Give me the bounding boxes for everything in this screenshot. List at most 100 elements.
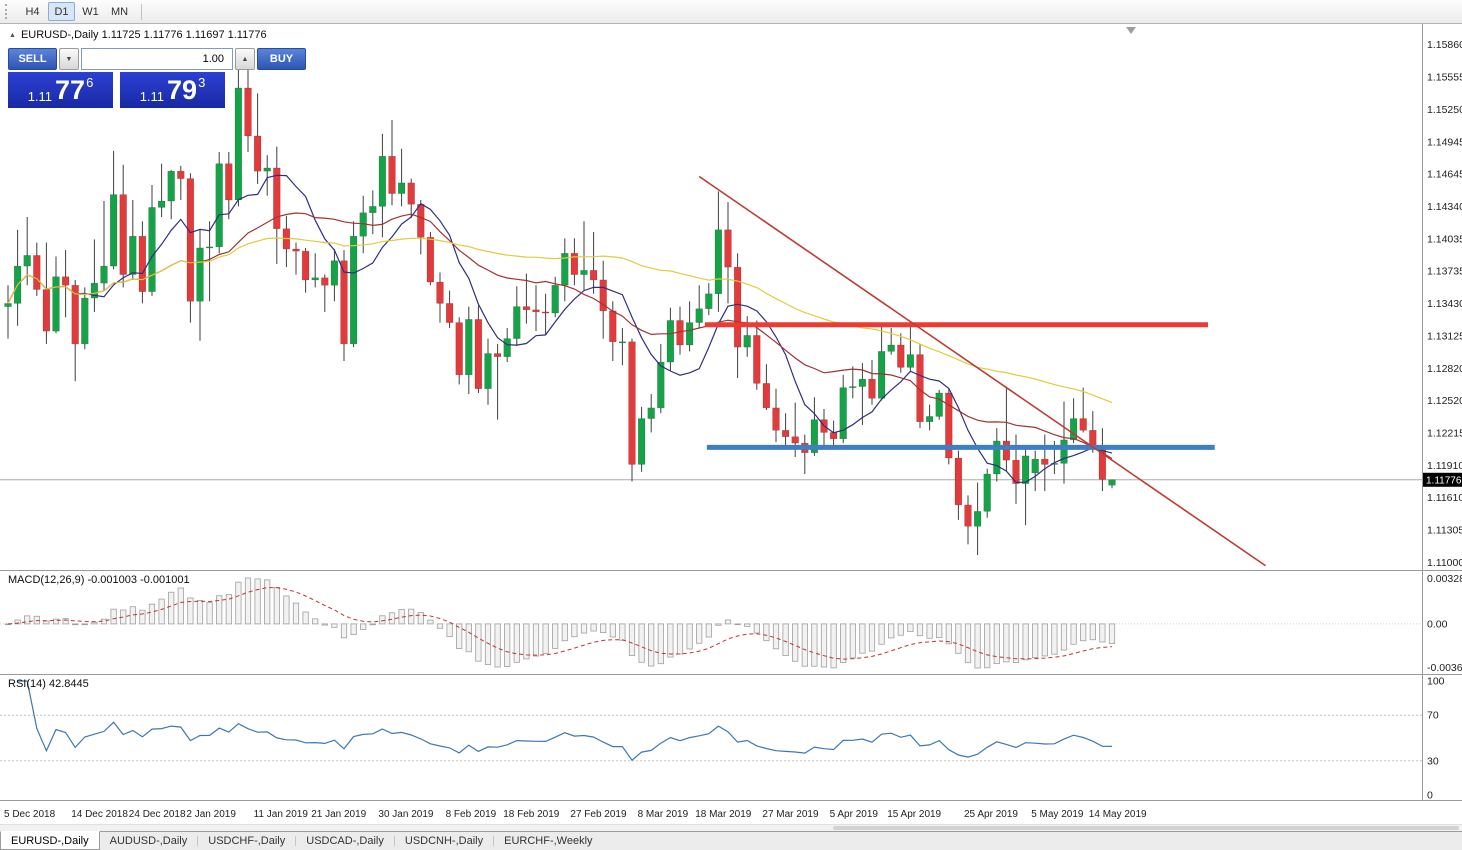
chart-objects bbox=[698, 175, 1267, 567]
ma-slow-line bbox=[7, 237, 1113, 404]
buy-price-display[interactable]: 1.11 79 3 bbox=[120, 72, 225, 108]
svg-text:1.13430: 1.13430 bbox=[1427, 298, 1462, 310]
timeframe-button-h4[interactable]: H4 bbox=[19, 2, 46, 21]
svg-text:100: 100 bbox=[1427, 676, 1445, 688]
svg-text:24 Dec 2018: 24 Dec 2018 bbox=[129, 809, 186, 820]
toolbar-separator bbox=[141, 3, 143, 20]
tab-separator bbox=[393, 836, 395, 846]
current-price-badge: 1.11776 bbox=[1423, 472, 1462, 487]
tab-audusd-daily[interactable]: AUDUSD-,Daily bbox=[109, 835, 188, 847]
svg-text:1.12820: 1.12820 bbox=[1427, 363, 1462, 375]
scrollbar-thumb[interactable] bbox=[833, 826, 1459, 830]
volume-decrease-icon[interactable]: ▼ bbox=[59, 48, 79, 70]
svg-text:-0.003659: -0.003659 bbox=[1427, 662, 1462, 674]
horizontal-scrollbar[interactable] bbox=[0, 824, 1462, 831]
tab-separator bbox=[197, 836, 199, 846]
collapse-triangle-icon[interactable]: ▲ bbox=[9, 31, 16, 39]
descending-trendline[interactable] bbox=[698, 175, 1267, 567]
rsi-line bbox=[17, 680, 1113, 762]
svg-text:30: 30 bbox=[1427, 755, 1439, 767]
svg-text:1.12520: 1.12520 bbox=[1427, 395, 1462, 407]
svg-text:1.11910: 1.11910 bbox=[1427, 460, 1462, 472]
trade-panel-controls: SELL ▼ ▲ BUY bbox=[8, 48, 306, 70]
svg-text:1.11776: 1.11776 bbox=[1426, 475, 1462, 486]
timeframe-button-w1[interactable]: W1 bbox=[77, 2, 104, 21]
indicator-scales[interactable]: 0.003287 0.00 -0.003659 100 70 30 0 bbox=[1427, 573, 1462, 802]
price-scale[interactable]: 1.15860 1.15555 1.15250 1.14945 1.14645 1.143… bbox=[1427, 39, 1462, 569]
svg-text:18 Feb 2019: 18 Feb 2019 bbox=[503, 809, 560, 820]
svg-text:8 Feb 2019: 8 Feb 2019 bbox=[446, 809, 497, 820]
macd-header: MACD(12,26,9) -0.001003 -0.001001 bbox=[8, 574, 190, 586]
timeframe-button-mn[interactable]: MN bbox=[106, 2, 133, 21]
price-chart[interactable]: 1.15860 1.15555 1.15250 1.14945 1.14645 1.143… bbox=[0, 24, 1462, 824]
svg-text:5 May 2019: 5 May 2019 bbox=[1031, 809, 1084, 820]
chart-area: 1.15860 1.15555 1.15250 1.14945 1.14645 1.143… bbox=[0, 24, 1462, 824]
macd-indicator bbox=[0, 577, 1422, 669]
svg-text:27 Mar 2019: 27 Mar 2019 bbox=[762, 809, 819, 820]
trade-panel-prices: 1.11 77 6 1.11 79 3 bbox=[8, 72, 225, 108]
svg-text:1.15250: 1.15250 bbox=[1427, 104, 1462, 116]
svg-text:15 Apr 2019: 15 Apr 2019 bbox=[887, 809, 941, 820]
sell-button[interactable]: SELL bbox=[8, 48, 57, 70]
tab-eurusd-daily[interactable]: EURUSD-,Daily bbox=[0, 831, 100, 850]
time-scale[interactable]: 5 Dec 2018 14 Dec 2018 24 Dec 2018 2 Jan 20… bbox=[4, 809, 1147, 820]
moving-averages bbox=[7, 174, 1113, 484]
svg-text:1.14645: 1.14645 bbox=[1427, 168, 1462, 180]
svg-text:1.15555: 1.15555 bbox=[1427, 71, 1462, 83]
sell-price-sup: 6 bbox=[86, 75, 94, 90]
svg-text:14 May 2019: 14 May 2019 bbox=[1089, 809, 1147, 820]
svg-text:1.14340: 1.14340 bbox=[1427, 201, 1462, 213]
volume-increase-icon[interactable]: ▲ bbox=[235, 48, 255, 70]
svg-text:1.11305: 1.11305 bbox=[1427, 525, 1462, 537]
ohlc-text: EURUSD-,Daily 1.11725 1.11776 1.11697 1.… bbox=[20, 29, 267, 41]
buy-price-sup: 3 bbox=[198, 75, 206, 90]
volume-input[interactable] bbox=[81, 48, 233, 70]
svg-text:14 Dec 2018: 14 Dec 2018 bbox=[71, 809, 128, 820]
tab-separator bbox=[295, 836, 297, 846]
svg-text:5 Apr 2019: 5 Apr 2019 bbox=[830, 809, 879, 820]
chart-shift-marker-icon bbox=[1126, 27, 1136, 34]
panel-separators bbox=[0, 24, 1462, 801]
svg-text:1.15860: 1.15860 bbox=[1427, 39, 1462, 51]
rsi-header: RSI(14) 42.8445 bbox=[8, 678, 89, 690]
chart-tabs-bar: EURUSD-,Daily AUDUSD-,Daily USDCHF-,Dail… bbox=[0, 831, 1462, 850]
svg-text:1.14035: 1.14035 bbox=[1427, 233, 1462, 245]
svg-text:27 Feb 2019: 27 Feb 2019 bbox=[570, 809, 627, 820]
tab-usdchf-daily[interactable]: USDCHF-,Daily bbox=[208, 835, 286, 847]
svg-text:11 Jan 2019: 11 Jan 2019 bbox=[254, 809, 309, 820]
toolbar-grip[interactable] bbox=[5, 4, 9, 19]
buy-price-prefix: 1.11 bbox=[139, 89, 165, 104]
ma-fast-line bbox=[7, 174, 1113, 484]
svg-text:25 Apr 2019: 25 Apr 2019 bbox=[964, 809, 1018, 820]
sell-price-display[interactable]: 1.11 77 6 bbox=[8, 72, 113, 108]
svg-text:0.003287: 0.003287 bbox=[1427, 573, 1462, 585]
sell-price-big: 77 bbox=[55, 75, 86, 105]
svg-text:1.12215: 1.12215 bbox=[1427, 427, 1462, 439]
svg-text:1.11610: 1.11610 bbox=[1427, 492, 1462, 504]
svg-text:8 Mar 2019: 8 Mar 2019 bbox=[638, 809, 689, 820]
svg-text:1.13735: 1.13735 bbox=[1427, 265, 1462, 277]
svg-text:21 Jan 2019: 21 Jan 2019 bbox=[311, 809, 366, 820]
svg-text:1.11000: 1.11000 bbox=[1427, 557, 1462, 569]
chart-ohlc-header: ▲ EURUSD-,Daily 1.11725 1.11776 1.11697 … bbox=[9, 29, 267, 41]
svg-text:18 Mar 2019: 18 Mar 2019 bbox=[695, 809, 752, 820]
svg-text:1.14945: 1.14945 bbox=[1427, 136, 1462, 148]
tab-usdcnh-daily[interactable]: USDCNH-,Daily bbox=[404, 835, 484, 847]
tab-eurchf-weekly[interactable]: EURCHF-,Weekly bbox=[504, 835, 593, 847]
candles bbox=[4, 59, 1116, 556]
timeframe-toolbar: H4 D1 W1 MN bbox=[0, 0, 1462, 24]
svg-text:70: 70 bbox=[1427, 710, 1439, 722]
svg-text:30 Jan 2019: 30 Jan 2019 bbox=[378, 809, 433, 820]
buy-price-big: 79 bbox=[167, 75, 198, 105]
sell-price-prefix: 1.11 bbox=[27, 89, 53, 104]
tab-separator bbox=[493, 836, 495, 846]
buy-button[interactable]: BUY bbox=[257, 48, 306, 70]
rsi-indicator bbox=[0, 680, 1422, 762]
svg-text:5 Dec 2018: 5 Dec 2018 bbox=[4, 809, 56, 820]
svg-text:0: 0 bbox=[1427, 790, 1433, 802]
svg-text:0.00: 0.00 bbox=[1427, 618, 1448, 630]
timeframe-button-d1[interactable]: D1 bbox=[48, 2, 75, 21]
tab-usdcad-daily[interactable]: USDCAD-,Daily bbox=[306, 835, 384, 847]
